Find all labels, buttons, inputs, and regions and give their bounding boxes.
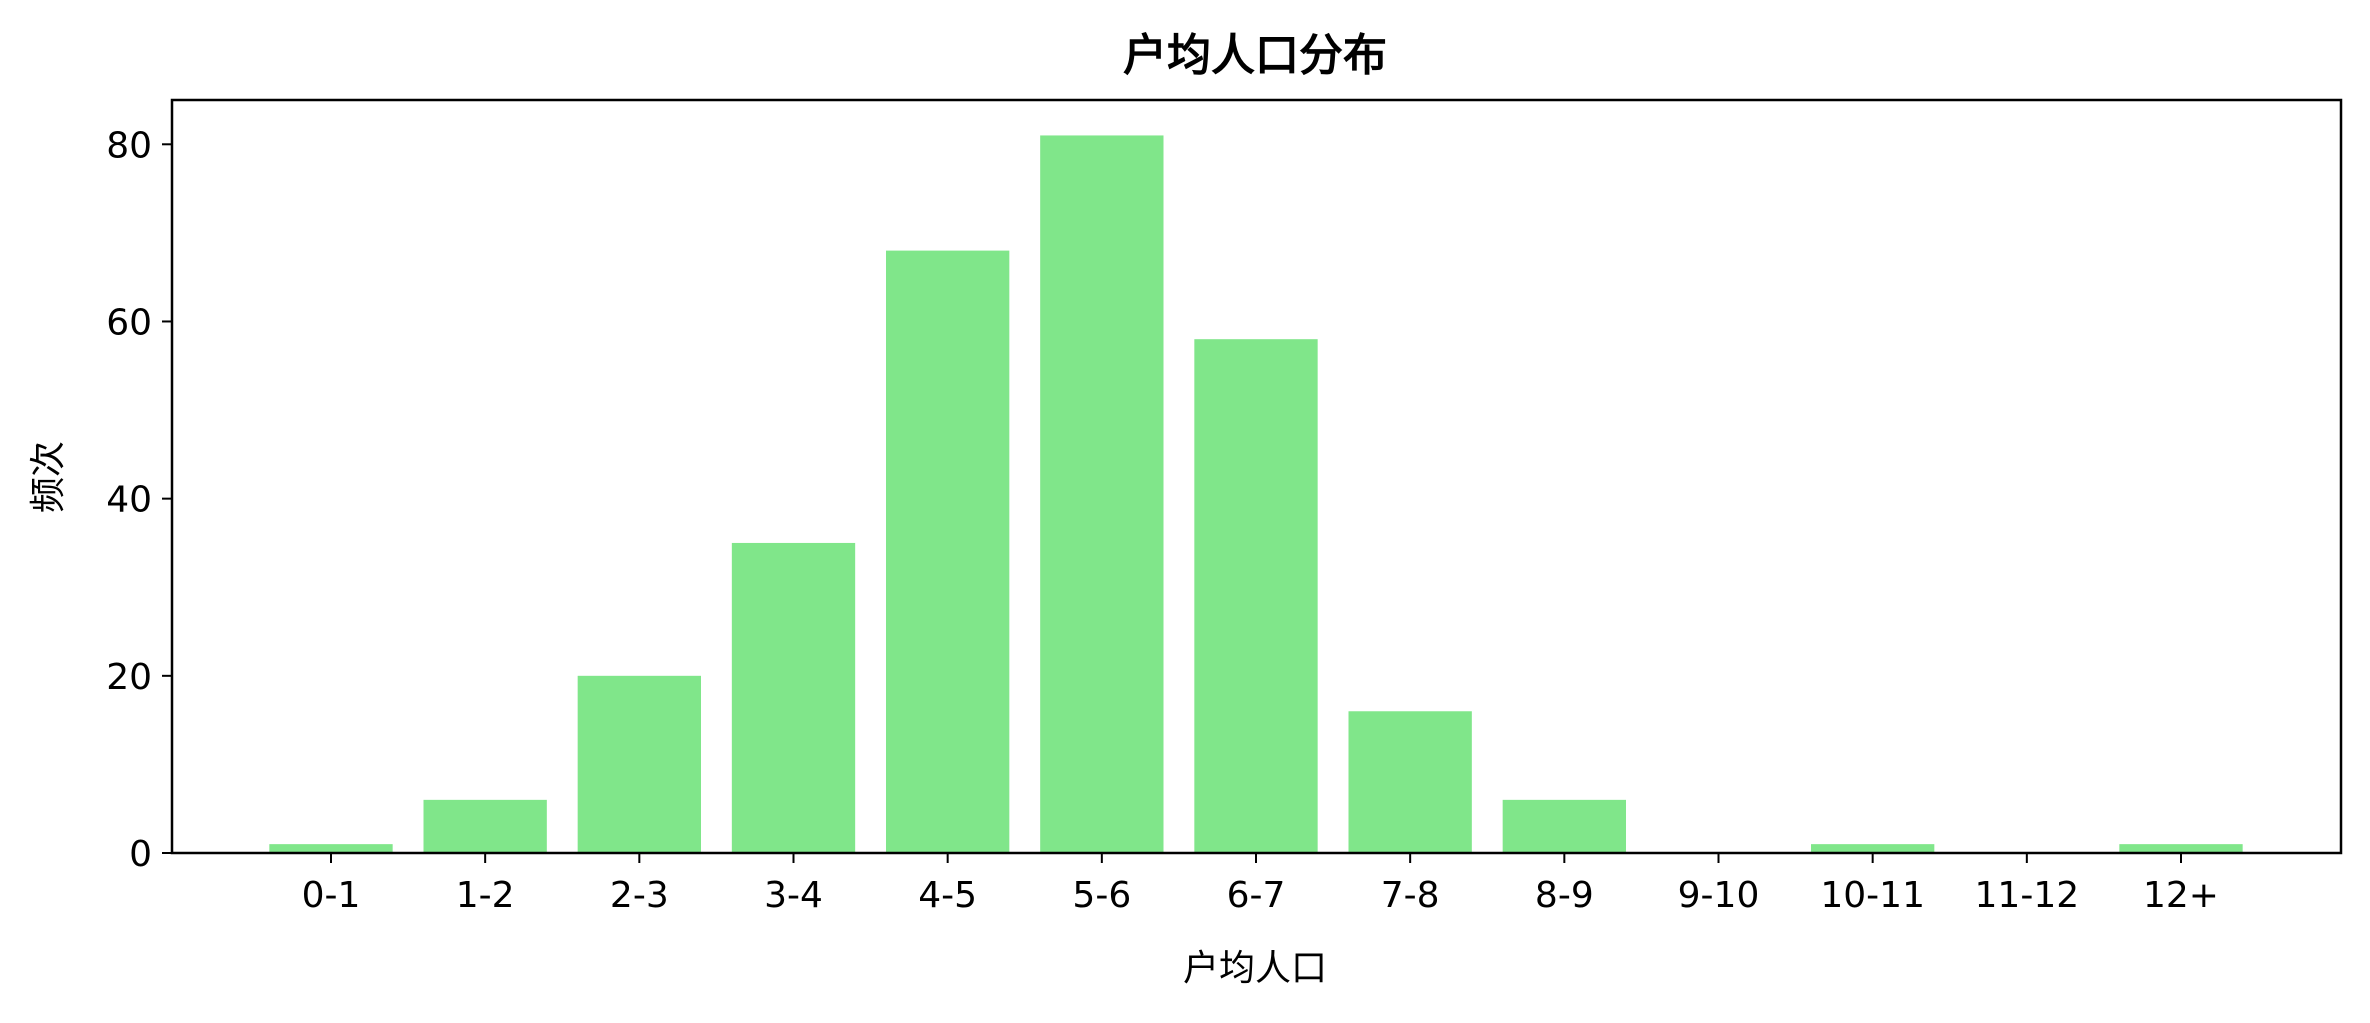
bars-layer [269,135,2243,854]
x-tick-label: 11-12 [1975,875,2080,916]
x-axis-ticks: 0-1 1-2 2-3 3-4 4-5 5-6 6-7 7-8 8-9 9-10 10-11 11-1… [302,853,2219,916]
x-tick-label: 3-4 [764,875,823,916]
y-tick-label: 80 [106,125,152,166]
y-tick-label: 0 [129,834,152,875]
bar-0-1 [269,844,393,853]
bar-4-5 [886,250,1010,854]
x-tick-label: 1-2 [456,875,515,916]
y-tick-label: 20 [106,657,152,698]
x-tick-label: 9-10 [1678,875,1760,916]
x-tick-label: 12+ [2143,875,2219,916]
y-tick-label: 40 [106,480,152,521]
x-axis-label: 户均人口 [1183,948,1327,989]
bar-12+ [2119,844,2243,853]
bar-3-4 [731,542,856,853]
x-tick-label: 7-8 [1381,875,1440,916]
plot-frame [170,98,2343,855]
bar-1-2 [423,799,547,853]
y-tick-label: 60 [106,302,152,343]
bar-6-7 [1194,339,1318,853]
x-tick-label: 2-3 [610,875,669,916]
x-tick-label: 5-6 [1072,875,1131,916]
x-tick-label: 6-7 [1227,875,1286,916]
x-tick-label: 0-1 [302,875,361,916]
x-tick-label: 8-9 [1535,875,1594,916]
bar-8-9 [1502,799,1626,853]
y-axis-label: 频次 [28,441,69,513]
x-tick-label: 4-5 [918,875,977,916]
y-axis-ticks: 0 20 40 60 80 [106,125,172,875]
bar-10-11 [1811,844,1935,853]
x-tick-label: 10-11 [1820,875,1925,916]
bar-5-6 [1040,135,1164,853]
chart-title: 户均人口分布 [1123,30,1387,81]
bar-2-3 [577,675,701,853]
bar-7-8 [1348,711,1472,853]
